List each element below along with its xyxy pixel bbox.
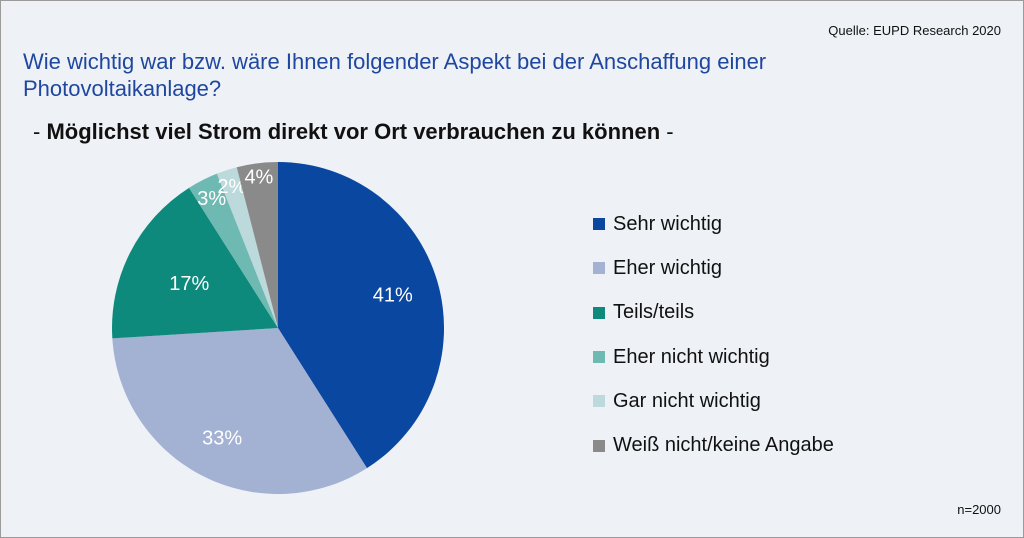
legend-label: Weiß nicht/keine Angabe [613, 434, 834, 457]
sample-size: n=2000 [957, 502, 1001, 517]
pie-slice-label: 4% [244, 167, 273, 189]
pie-slice [278, 162, 445, 469]
legend-swatch [593, 262, 605, 275]
pie-slice-label: 41% [373, 285, 413, 307]
pie-slice-label: 17% [169, 273, 209, 295]
pie-slice-label: 3% [197, 188, 226, 210]
legend-swatch [593, 351, 605, 364]
pie-slice [236, 162, 278, 328]
legend-item: Gar nicht wichtig [593, 379, 834, 423]
subtitle-suffix: - [660, 119, 674, 144]
legend-item: Weiß nicht/keine Angabe [593, 423, 834, 467]
legend-item: Eher nicht wichtig [593, 335, 834, 379]
pie-slice-label: 33% [202, 428, 242, 450]
legend-label: Eher nicht wichtig [613, 345, 770, 368]
pie-slice [112, 187, 278, 339]
legend-swatch [593, 439, 605, 452]
pie-slice [112, 328, 367, 495]
question-title: Wie wichtig war bzw. wäre Ihnen folgende… [23, 49, 767, 101]
subtitle-text: Möglichst viel Strom direkt vor Ort verb… [46, 119, 661, 144]
legend-item: Teils/teils [593, 291, 834, 335]
source-note: Quelle: EUPD Research 2020 [828, 23, 1001, 38]
pie-slice [189, 173, 278, 328]
legend: Sehr wichtig Eher wichtig Teils/teils Eher … [593, 202, 834, 468]
pie-slice [216, 167, 278, 328]
legend-swatch [593, 306, 605, 319]
legend-swatch [593, 395, 605, 408]
legend-label: Gar nicht wichtig [613, 389, 761, 412]
pie-slice-label: 2% [217, 176, 246, 198]
legend-item: Eher wichtig [593, 246, 834, 290]
chart-subtitle: - Möglichst viel Strom direkt vor Ort ve… [33, 119, 674, 145]
legend-label: Eher wichtig [613, 256, 722, 279]
subtitle-prefix: - [33, 119, 47, 144]
legend-label: Sehr wichtig [613, 212, 722, 235]
legend-swatch [593, 218, 605, 231]
legend-item: Sehr wichtig [593, 202, 834, 246]
legend-label: Teils/teils [613, 301, 695, 324]
